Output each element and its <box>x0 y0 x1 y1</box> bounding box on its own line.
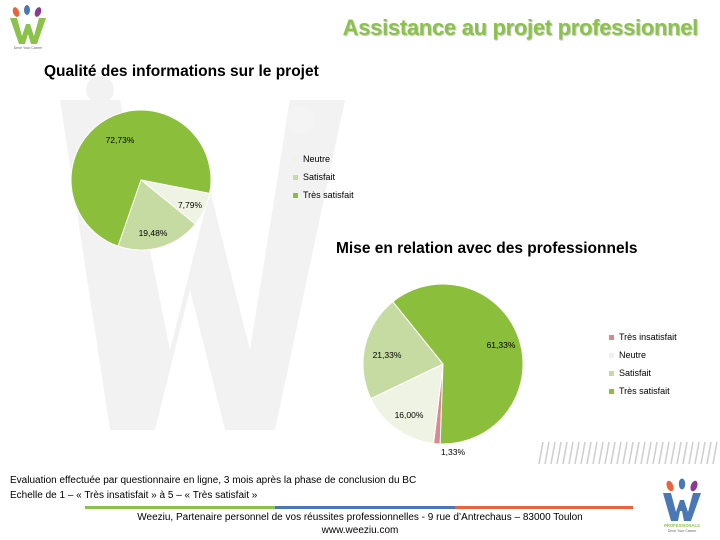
legend-label: Neutre <box>619 350 647 360</box>
legend-item: Neutre <box>609 346 677 364</box>
chart1-legend: Neutre Satisfait Très satisfait <box>293 150 354 204</box>
legend-swatch <box>609 334 614 340</box>
legend-swatch <box>293 174 298 180</box>
legend-item: Très satisfait <box>293 186 354 204</box>
legend-swatch <box>609 352 614 358</box>
legend-label: Très satisfait <box>619 386 670 396</box>
pie-slice-neutre <box>370 363 444 444</box>
pie-slice-satisfait <box>117 179 197 251</box>
data-label: 16,00% <box>395 410 424 420</box>
chart2-title: Mise en relation avec des professionnels <box>336 240 638 257</box>
chart2-legend: Très insatisfait Neutre Satisfait Très s… <box>609 328 677 400</box>
data-label: 7,79% <box>178 200 203 210</box>
legend-label: Satisfait <box>303 172 336 182</box>
legend-swatch <box>609 388 614 394</box>
weeziu-logo-top: Drive Your Career <box>10 5 46 50</box>
pie-chart-network: 1,33% 16,00% 21,33% 61,33% <box>362 283 524 457</box>
data-label: 19,48% <box>139 228 168 238</box>
legend-item: Satisfait <box>609 364 677 382</box>
slide-title: Assistance au projet professionnel <box>342 15 699 40</box>
data-label: 1,33% <box>441 447 466 457</box>
data-label: 61,33% <box>487 340 516 350</box>
decorative-hatch <box>538 441 718 465</box>
scale-note: Echelle de 1 – « Très insatisfait » à 5 … <box>10 490 258 501</box>
legend-label: Très satisfait <box>303 190 354 200</box>
legend-swatch <box>293 192 298 198</box>
legend-item: Neutre <box>293 150 354 168</box>
legend-item: Très satisfait <box>609 382 677 400</box>
footer-color-bar <box>85 506 633 509</box>
legend-swatch <box>609 370 614 376</box>
weeziu-logo-bottom: PROFESSIONALS Drive Your Career <box>663 478 701 533</box>
data-label: 72,73% <box>106 135 135 145</box>
legend-label: Neutre <box>303 154 331 164</box>
chart1-title: Qualité des informations sur le projet <box>44 63 319 80</box>
data-label: 21,33% <box>373 350 402 360</box>
legend-item: Très insatisfait <box>609 328 677 346</box>
footer-website: www.weeziu.com <box>321 525 399 536</box>
pie-slice-tr-s-satisfait <box>70 110 212 247</box>
legend-item: Satisfait <box>293 168 354 186</box>
evaluation-note: Evaluation effectuée par questionnaire e… <box>10 475 417 486</box>
logo-tagline-bottom: Drive Your Career <box>668 529 697 533</box>
legend-label: Satisfait <box>619 368 652 378</box>
pie-chart-quality: 7,79% 19,48% 72,73% <box>70 110 212 251</box>
pie-slice-tr-s-satisfait <box>392 283 524 445</box>
pie-slice-satisfait <box>362 300 444 400</box>
footer-address: Weeziu, Partenaire personnel de vos réus… <box>137 512 583 523</box>
legend-label: Très insatisfait <box>619 332 677 342</box>
logo-tagline-top: Drive Your Career <box>14 46 43 50</box>
logo-badge: PROFESSIONALS <box>664 523 700 528</box>
legend-swatch <box>293 156 298 162</box>
